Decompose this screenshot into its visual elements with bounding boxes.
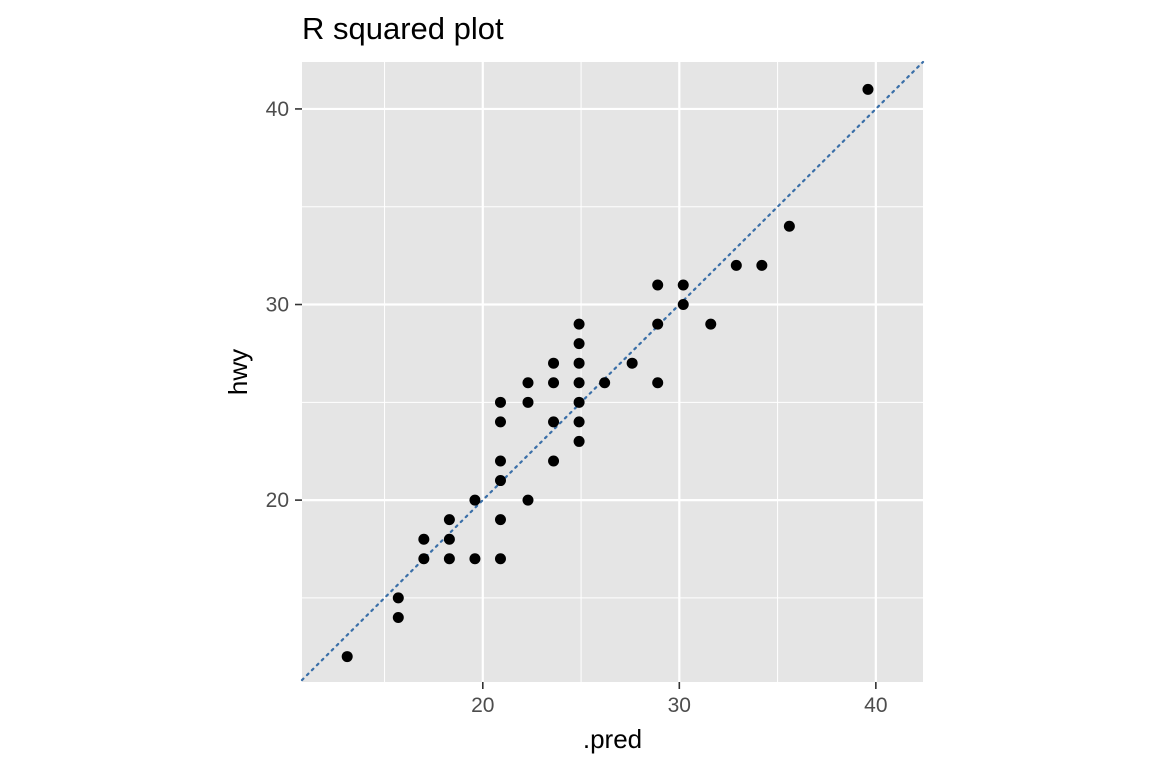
data-point xyxy=(626,357,638,369)
data-point xyxy=(730,259,742,271)
data-point xyxy=(494,416,506,428)
data-point xyxy=(494,455,506,467)
data-point xyxy=(573,416,585,428)
data-point xyxy=(705,318,717,330)
data-point xyxy=(573,435,585,447)
data-point xyxy=(341,651,353,663)
y-tick-label: 20 xyxy=(266,489,289,512)
data-point xyxy=(469,494,481,506)
data-point xyxy=(573,318,585,330)
y-axis: 20 30 40 xyxy=(266,98,302,512)
y-tick-label: 30 xyxy=(266,294,289,317)
data-point xyxy=(522,396,534,408)
data-point xyxy=(862,83,874,95)
major-gridlines xyxy=(302,62,923,682)
data-point xyxy=(522,494,534,506)
x-axis-title: .pred xyxy=(583,724,642,754)
x-tick-label: 40 xyxy=(864,694,887,717)
data-point xyxy=(599,377,611,389)
data-point xyxy=(443,514,455,526)
data-point xyxy=(494,553,506,565)
data-point xyxy=(392,592,404,604)
y-axis-title: hwy xyxy=(223,349,253,395)
data-point xyxy=(573,338,585,350)
data-point xyxy=(522,377,534,389)
minor-gridlines xyxy=(302,62,923,682)
data-point xyxy=(677,299,689,311)
reference-line-layer xyxy=(300,60,925,682)
x-tick-label: 30 xyxy=(668,694,691,717)
y-tick-label: 40 xyxy=(266,98,289,121)
reference-line xyxy=(300,60,925,682)
data-point xyxy=(494,396,506,408)
data-point xyxy=(783,220,795,232)
data-point xyxy=(494,514,506,526)
x-axis: 20 30 40 xyxy=(471,682,888,717)
data-point xyxy=(573,396,585,408)
x-tick-label: 20 xyxy=(471,694,494,717)
data-point xyxy=(418,553,430,565)
data-point xyxy=(392,611,404,623)
data-point xyxy=(443,553,455,565)
data-point xyxy=(652,318,664,330)
data-point xyxy=(548,377,560,389)
data-point xyxy=(573,377,585,389)
data-points xyxy=(341,83,874,663)
data-point xyxy=(548,455,560,467)
data-point xyxy=(652,377,664,389)
data-point xyxy=(756,259,768,271)
data-point xyxy=(494,475,506,487)
data-point xyxy=(548,357,560,369)
data-point xyxy=(652,279,664,291)
data-point xyxy=(573,357,585,369)
chart-title: R squared plot xyxy=(302,11,504,46)
data-point xyxy=(418,533,430,545)
data-point xyxy=(469,553,481,565)
data-point xyxy=(677,279,689,291)
data-point xyxy=(548,416,560,428)
data-point xyxy=(443,533,455,545)
